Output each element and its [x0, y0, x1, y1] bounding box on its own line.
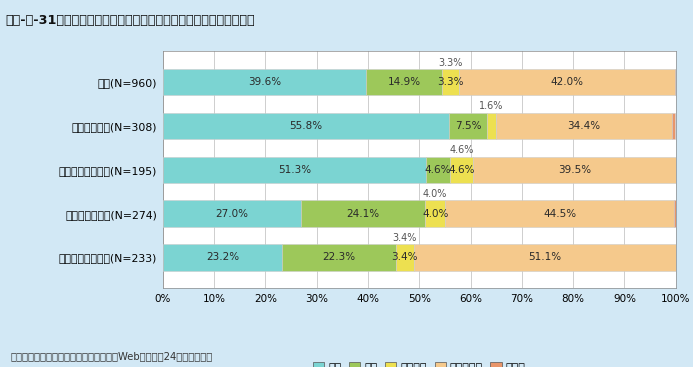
Bar: [442, 69, 459, 95]
Bar: [495, 113, 672, 139]
Text: 4.6%: 4.6%: [449, 145, 473, 155]
Text: 1.6%: 1.6%: [480, 101, 504, 112]
Text: 3.3%: 3.3%: [437, 77, 464, 87]
Text: 39.5%: 39.5%: [558, 165, 591, 175]
Text: 34.4%: 34.4%: [568, 121, 600, 131]
Bar: [446, 200, 674, 227]
Text: 44.5%: 44.5%: [543, 208, 576, 219]
Bar: [473, 157, 676, 183]
Bar: [163, 69, 366, 95]
Text: 24.1%: 24.1%: [346, 208, 380, 219]
Bar: [414, 244, 676, 270]
Text: 4.0%: 4.0%: [423, 189, 448, 199]
Bar: [674, 200, 676, 227]
Bar: [449, 113, 487, 139]
Text: 55.8%: 55.8%: [290, 121, 322, 131]
Bar: [282, 244, 396, 270]
Text: 3.4%: 3.4%: [393, 233, 417, 243]
Bar: [163, 200, 301, 227]
Legend: 理系, 文系, それ以外, わからない, 無回答: 理系, 文系, それ以外, わからない, 無回答: [309, 358, 529, 367]
Text: 39.6%: 39.6%: [248, 77, 281, 87]
Bar: [396, 244, 414, 270]
Bar: [301, 200, 425, 227]
Text: 51.3%: 51.3%: [278, 165, 311, 175]
Bar: [163, 244, 282, 270]
Bar: [487, 113, 495, 139]
Bar: [366, 69, 442, 95]
Text: 3.3%: 3.3%: [439, 58, 463, 68]
Bar: [163, 157, 426, 183]
Text: 資料：学研教育総合研究所　小学生白書Web版（平成24年７月調査）: 資料：学研教育総合研究所 小学生白書Web版（平成24年７月調査）: [10, 352, 213, 361]
Text: 第１-２-31図／子供が高校以上に進学した時に進んでほしい専攻分野: 第１-２-31図／子供が高校以上に進学した時に進んでほしい専攻分野: [6, 14, 255, 26]
Text: 3.4%: 3.4%: [392, 252, 418, 262]
Text: 23.2%: 23.2%: [206, 252, 239, 262]
Bar: [163, 113, 449, 139]
Text: 51.1%: 51.1%: [528, 252, 561, 262]
Bar: [672, 113, 675, 139]
Bar: [426, 157, 450, 183]
Text: 4.0%: 4.0%: [422, 208, 448, 219]
Text: 27.0%: 27.0%: [216, 208, 249, 219]
Bar: [675, 69, 676, 95]
Text: 7.5%: 7.5%: [455, 121, 482, 131]
Text: 42.0%: 42.0%: [550, 77, 584, 87]
Text: 22.3%: 22.3%: [322, 252, 356, 262]
Text: 4.6%: 4.6%: [425, 165, 451, 175]
Text: 14.9%: 14.9%: [387, 77, 421, 87]
Text: 4.6%: 4.6%: [448, 165, 475, 175]
Bar: [450, 157, 473, 183]
Bar: [459, 69, 675, 95]
Bar: [425, 200, 446, 227]
